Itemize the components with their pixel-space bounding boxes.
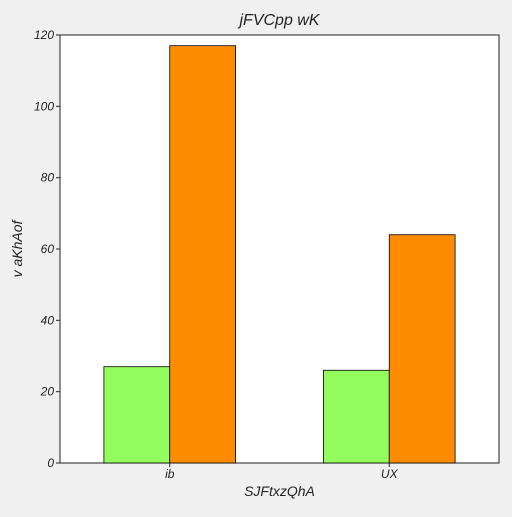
x-tick-label: UX (381, 467, 399, 481)
y-tick-label: 20 (40, 385, 55, 399)
y-tick-label: 60 (41, 242, 55, 256)
y-tick-label: 0 (47, 456, 54, 470)
bar-UX-series-2 (388, 234, 456, 464)
x-axis: ib UX (165, 463, 399, 481)
y-axis-label: v aKhAof (9, 218, 25, 277)
y-tick-label: 40 (41, 313, 55, 327)
y-tick-label: 80 (41, 171, 55, 185)
x-axis-label: SJFtxzQhA (244, 483, 315, 499)
y-tick-label: 100 (34, 99, 54, 113)
x-tick-label: ib (165, 467, 175, 481)
bar-ib-series-1 (103, 366, 171, 464)
y-axis: 0 20 40 60 80 100 120 (34, 28, 60, 470)
bar-ib-series-2 (169, 45, 236, 464)
y-tick-label: 120 (34, 28, 54, 42)
bar-UX-series-1 (322, 369, 390, 464)
chart-title: jFVCpp wK (237, 12, 320, 29)
bars-group (103, 45, 456, 464)
